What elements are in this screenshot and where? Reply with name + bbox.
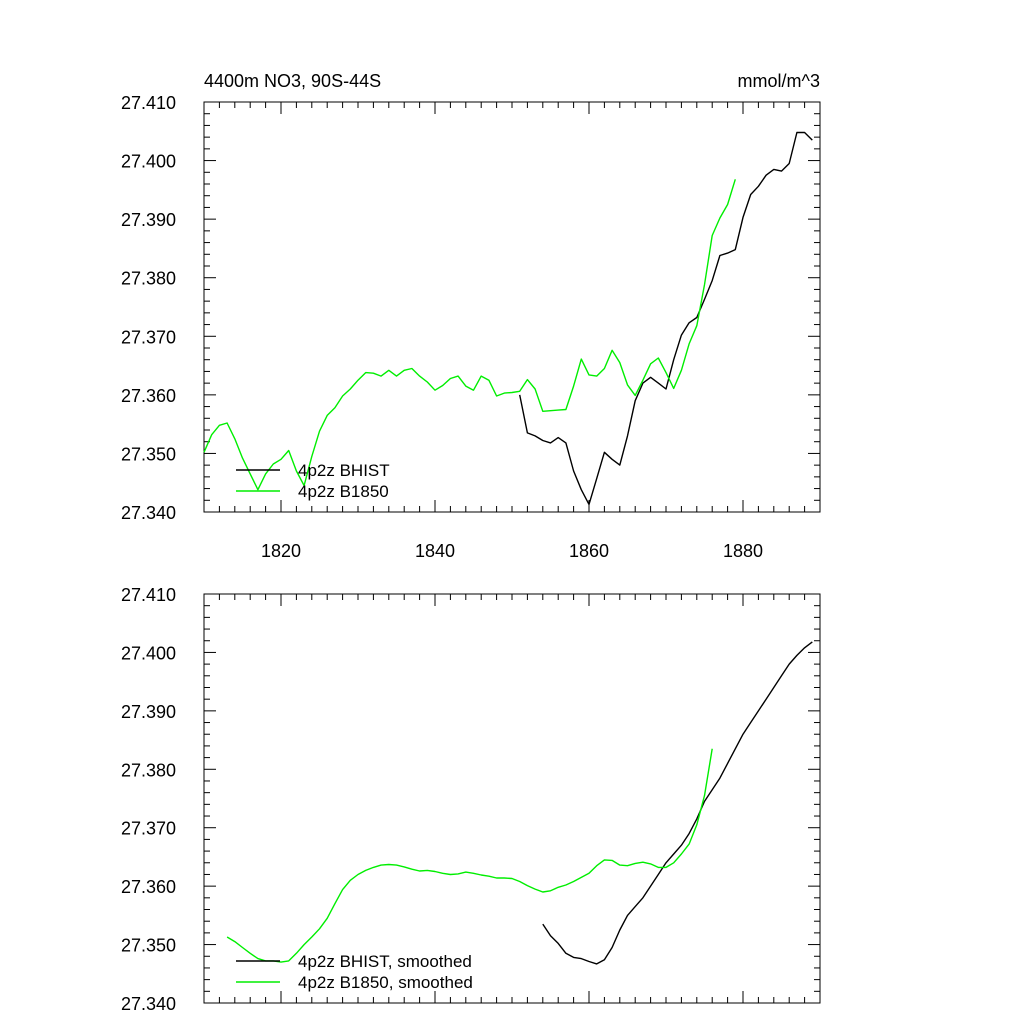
x-tick-label: 1820 <box>261 541 301 561</box>
legend-label: 4p2z B1850, smoothed <box>298 973 473 992</box>
y-tick-label: 27.350 <box>121 444 176 464</box>
y-tick-label: 27.340 <box>121 503 176 523</box>
legend-label: 4p2z B1850 <box>298 482 389 501</box>
plot-frame <box>203 593 821 1004</box>
series-line-b1850 <box>226 748 713 963</box>
y-tick-label: 27.390 <box>121 702 176 722</box>
series-line-bhist <box>542 641 813 965</box>
chart-units-label: mmol/m^3 <box>738 71 820 91</box>
x-tick-label: 1860 <box>569 541 609 561</box>
x-tick-label: 1880 <box>723 541 763 561</box>
y-tick-label: 27.370 <box>121 819 176 839</box>
y-tick-label: 27.340 <box>121 994 176 1014</box>
top-panel-raw: 27.340 27.350 27.360 27.370 27.380 27.390 27.4… <box>121 93 821 561</box>
y-tick-label: 27.410 <box>121 585 176 605</box>
y-tick-label: 27.400 <box>121 643 176 663</box>
series-line-bhist <box>519 131 813 506</box>
y-tick-label: 27.380 <box>121 269 176 289</box>
chart-title-left: 4400m NO3, 90S-44S <box>204 71 381 91</box>
legend-label: 4p2z BHIST, smoothed <box>298 952 472 971</box>
y-tick-label: 27.360 <box>121 877 176 897</box>
y-tick-label: 27.400 <box>121 152 176 172</box>
series-line-b1850 <box>203 179 736 491</box>
y-tick-label: 27.390 <box>121 210 176 230</box>
plot-frame <box>203 101 821 513</box>
y-tick-label: 27.380 <box>121 760 176 780</box>
y-tick-label: 27.410 <box>121 93 176 113</box>
x-tick-label: 1840 <box>415 541 455 561</box>
bottom-panel-smoothed: 27.340 27.350 27.360 27.370 27.380 27.390 27.4… <box>121 585 821 1014</box>
y-tick-label: 27.370 <box>121 327 176 347</box>
legend-label: 4p2z BHIST <box>298 461 390 480</box>
y-tick-label: 27.350 <box>121 936 176 956</box>
y-tick-label: 27.360 <box>121 386 176 406</box>
